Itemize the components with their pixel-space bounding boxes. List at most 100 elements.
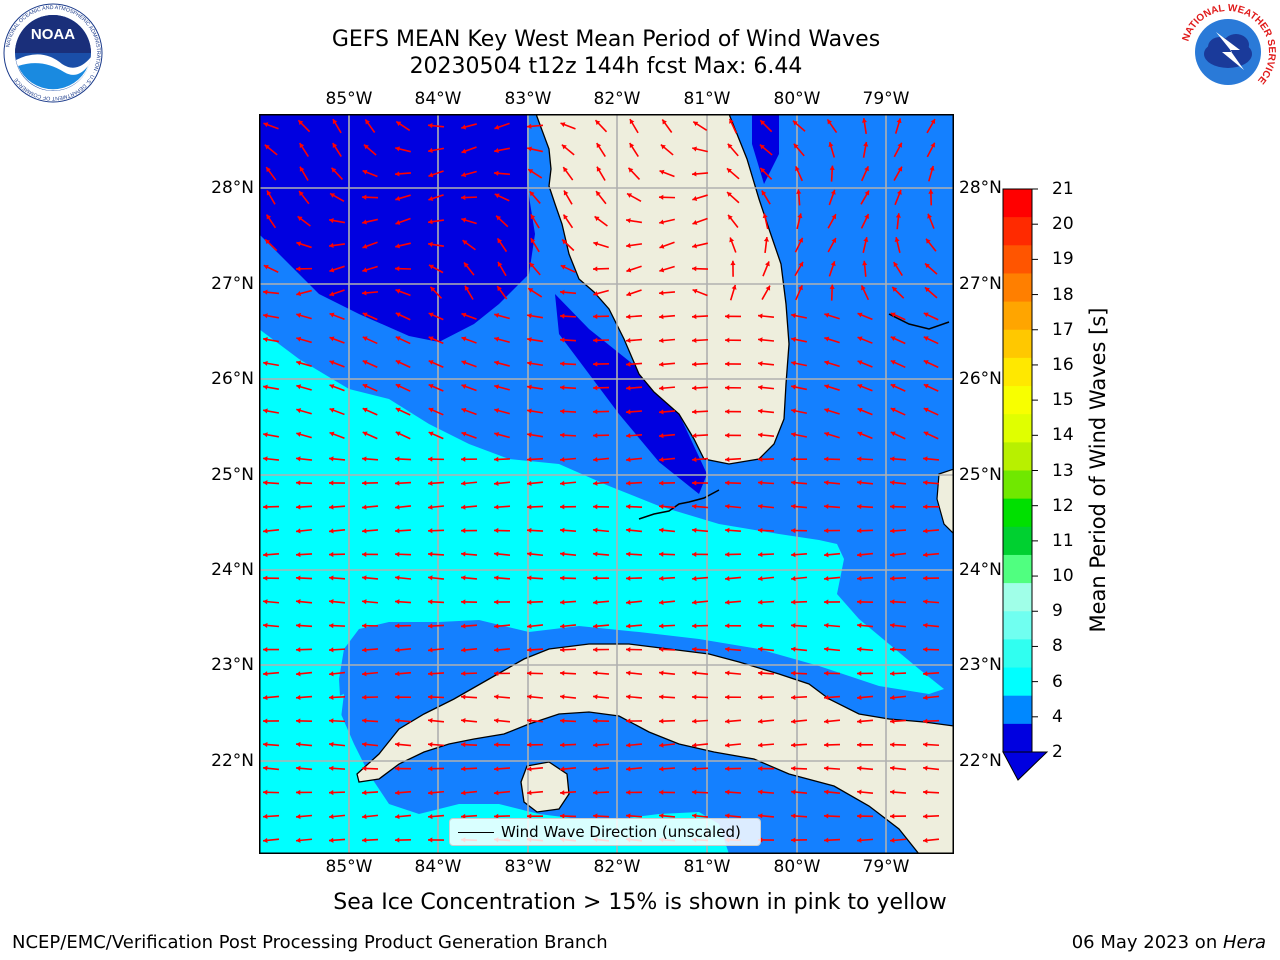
lat-tick-right: 27°N xyxy=(959,274,1002,294)
wave-direction-arrowhead xyxy=(263,813,268,820)
wave-direction-arrowhead xyxy=(857,480,862,486)
wave-direction-arrowhead xyxy=(692,266,697,272)
colorbar-tick-label: 14 xyxy=(1052,425,1074,446)
wave-direction-arrowhead xyxy=(923,407,929,413)
colorbar-band xyxy=(1003,667,1032,697)
colorbar-tick-label: 2 xyxy=(1052,742,1063,762)
wave-direction-arrowhead xyxy=(563,214,569,220)
wave-direction-arrowhead xyxy=(560,408,565,414)
wave-direction-arrowhead xyxy=(728,214,733,220)
wave-direction-arrowhead xyxy=(395,171,400,177)
wave-direction-arrowhead xyxy=(593,742,598,748)
wave-direction-arrowhead xyxy=(725,646,730,652)
wave-direction-arrowhead xyxy=(692,623,697,629)
wave-direction-arrowhead xyxy=(659,813,664,819)
wave-direction-arrowhead xyxy=(494,504,499,510)
wave-direction-arrowhead xyxy=(758,576,763,582)
wave-direction-arrowhead xyxy=(562,239,568,245)
wave-direction-arrowhead xyxy=(824,528,829,534)
wave-direction-arrowhead xyxy=(824,646,829,652)
wave-direction-arrowhead xyxy=(725,456,730,463)
wave-direction-arrowhead xyxy=(692,742,697,748)
wave-direction-arrowhead xyxy=(824,622,829,629)
wave-direction-arrowhead xyxy=(461,813,466,819)
wave-direction-arrowhead xyxy=(428,766,433,772)
colorbar-tick-label: 8 xyxy=(1052,636,1063,657)
wave-direction-arrowhead xyxy=(362,336,368,342)
wave-direction-arrowhead xyxy=(758,384,763,390)
wave-direction-arrowhead xyxy=(560,456,565,463)
wave-direction-arrowhead xyxy=(527,575,532,581)
wave-direction-arrowhead xyxy=(692,243,697,249)
wave-direction-arrowhead xyxy=(857,336,863,342)
wave-direction-arrowhead xyxy=(296,431,302,437)
wave-direction-arrowhead xyxy=(593,527,598,533)
wave-direction-arrowhead xyxy=(692,599,697,605)
wave-direction-arrowhead xyxy=(923,695,928,701)
wave-direction-arrowhead xyxy=(692,385,697,391)
wave-direction-arrowhead xyxy=(560,718,565,724)
wave-direction-arrowhead xyxy=(626,218,631,224)
wave-direction-arrowhead xyxy=(824,431,830,437)
wave-direction-arrowhead xyxy=(761,190,767,196)
wave-direction-arrowhead xyxy=(890,431,896,437)
wave-direction-arrowhead xyxy=(659,575,664,581)
colorbar-band xyxy=(1003,611,1032,640)
colorbar-tick-label: 20 xyxy=(1052,214,1074,235)
wave-direction-arrowhead xyxy=(725,575,730,582)
wave-direction-arrowhead xyxy=(560,670,565,676)
sea-ice-note: Sea Ice Concentration > 15% is shown in … xyxy=(333,890,947,915)
wave-direction-arrowhead xyxy=(462,240,468,245)
wave-direction-arrowhead xyxy=(428,431,434,437)
footer-organization: NCEP/EMC/Verification Post Processing Pr… xyxy=(12,932,608,953)
wave-direction-arrowhead xyxy=(692,789,697,795)
wave-direction-arrowhead xyxy=(362,623,367,629)
wave-direction-arrowhead xyxy=(798,237,803,243)
wave-direction-arrowhead xyxy=(692,196,698,201)
wave-direction-arrowhead xyxy=(923,837,928,843)
wave-direction-arrowhead xyxy=(857,837,862,843)
colorbar-band xyxy=(1003,189,1032,218)
wave-direction-arrowhead xyxy=(857,407,863,413)
wave-direction-arrowhead xyxy=(923,671,928,677)
footer-date-text: 06 May 2023 on xyxy=(1071,932,1223,953)
map-gridlines xyxy=(259,114,954,854)
wave-direction-arrowhead xyxy=(561,144,567,150)
wave-direction-arrowhead xyxy=(362,765,367,772)
colorbar-label: Mean Period of Wind Waves [s] xyxy=(1086,307,1110,633)
wave-direction-arrowhead xyxy=(263,741,268,748)
wave-direction-arrowhead xyxy=(362,718,367,724)
wave-direction-arrowhead xyxy=(626,742,631,748)
florida-keys xyxy=(638,489,720,520)
wave-direction-arrowhead xyxy=(593,337,598,343)
wave-direction-arrowhead xyxy=(527,384,532,390)
wave-direction-arrowhead xyxy=(758,552,763,558)
wave-direction-arrowhead xyxy=(659,243,665,249)
wave-direction-arrowhead xyxy=(824,336,830,342)
wave-direction-arrowhead xyxy=(266,190,272,196)
colorbar-tick-label: 12 xyxy=(1052,495,1074,516)
wave-direction-arrowhead xyxy=(890,718,895,724)
wave-direction-arrowhead xyxy=(329,291,335,297)
wave-direction-arrowhead xyxy=(395,383,401,389)
wave-direction-arrowhead xyxy=(758,718,763,724)
wave-direction-arrowhead xyxy=(890,670,895,677)
wave-direction-arrowhead xyxy=(593,241,599,247)
wave-direction-arrowhead xyxy=(560,337,565,343)
wave-direction-arrowhead xyxy=(461,694,466,700)
wave-direction-arrowhead xyxy=(560,766,565,772)
lon-tick-top: 83°W xyxy=(504,89,552,109)
chart-subtitle-date-max: 20230504 t12z 144h fcst Max: 6.44 xyxy=(409,54,803,79)
wave-direction-arrowhead xyxy=(791,360,796,366)
wave-direction-arrowhead xyxy=(626,813,631,819)
wave-direction-arrowhead xyxy=(461,647,466,653)
wave-direction-arrowhead xyxy=(763,237,769,242)
wave-direction-arrowhead xyxy=(890,552,895,558)
wave-direction-arrowhead xyxy=(857,765,862,771)
wave-direction-arrowhead xyxy=(362,312,368,318)
wave-direction-arrowhead xyxy=(428,813,433,820)
wave-direction-arrowhead xyxy=(726,168,732,174)
wave-direction-arrowhead xyxy=(527,527,532,533)
lat-tick-left: 25°N xyxy=(211,465,254,485)
wave-direction-arrowhead xyxy=(626,718,631,724)
